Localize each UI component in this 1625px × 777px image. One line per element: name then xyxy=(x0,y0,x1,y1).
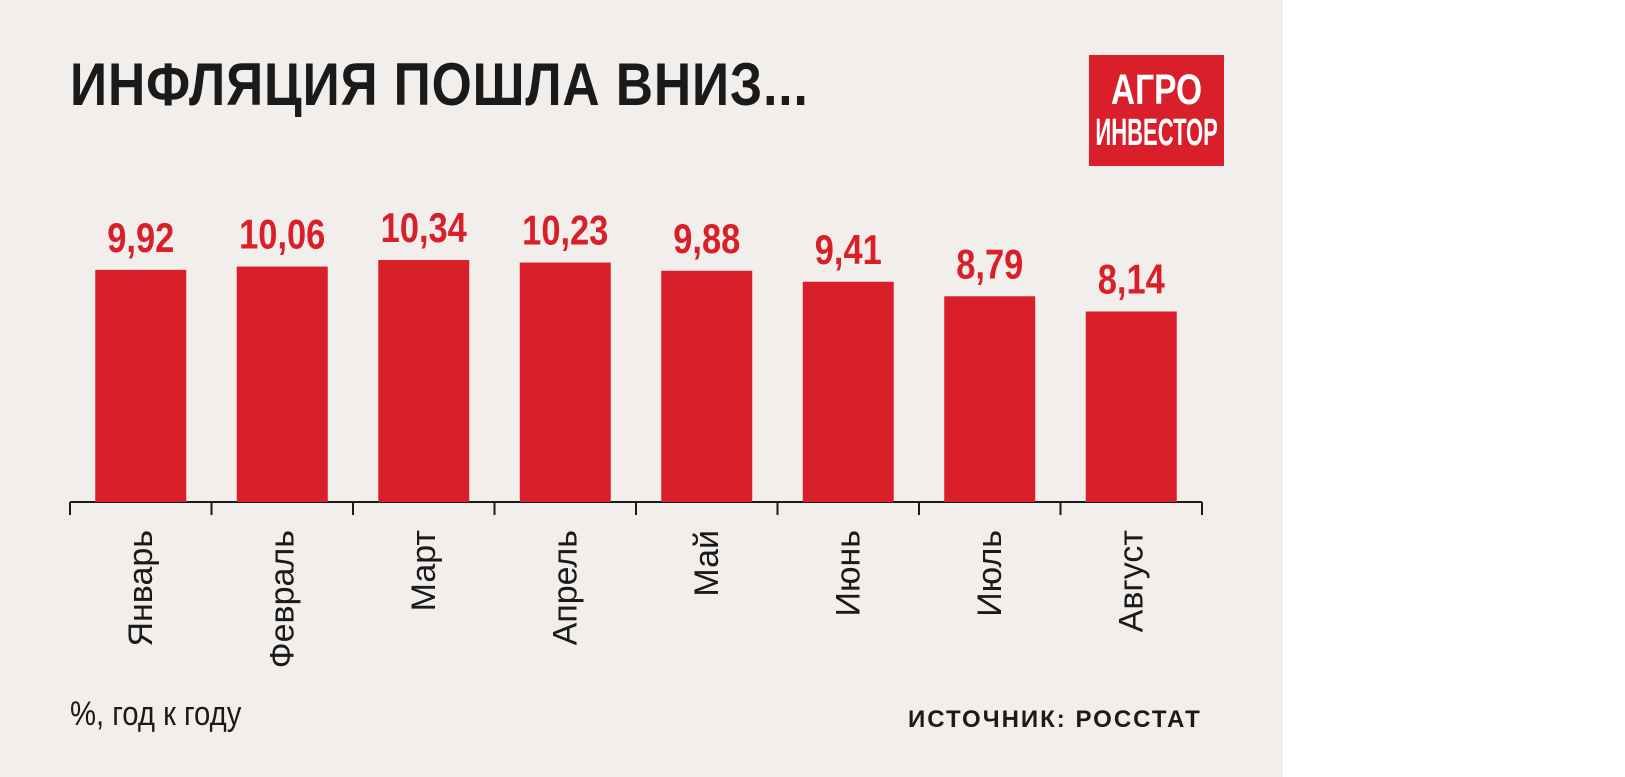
bar-value-label: 9,92 xyxy=(107,215,174,262)
bar-value-label: 9,41 xyxy=(815,227,882,274)
bar-value-label: 9,88 xyxy=(673,216,740,263)
x-tick-label: Июнь xyxy=(829,530,867,616)
bar-value-label: 10,34 xyxy=(381,205,468,252)
source-note: ИСТОЧНИК: РОССТАТ xyxy=(908,706,1202,733)
x-tick-label: Февраль xyxy=(263,530,301,668)
bar-value-label: 10,06 xyxy=(239,211,325,258)
x-tick-label: Апрель xyxy=(546,530,584,645)
unit-note: %, год к году xyxy=(70,695,242,733)
bar-value-label: 8,79 xyxy=(956,241,1023,288)
bar-2 xyxy=(236,266,328,502)
x-tick-label: Июль xyxy=(971,530,1009,617)
bar-4 xyxy=(519,262,611,502)
bar-8 xyxy=(1085,311,1177,502)
bar-3 xyxy=(378,260,470,502)
logo-line-1: АГРО xyxy=(1110,65,1203,114)
chart-title: ИНФЛЯЦИЯ ПОШЛА ВНИЗ... xyxy=(70,51,809,118)
chart-panel xyxy=(0,0,1283,777)
bar-value-label: 8,14 xyxy=(1098,256,1166,303)
bar-5 xyxy=(661,270,753,502)
bar-chart: 9,92 Январь 10,06 Февраль 10,34 Март 10,23 Апре… xyxy=(69,205,1203,668)
bar-value-label: 10,23 xyxy=(522,207,608,254)
x-tick-label: Май xyxy=(688,530,726,597)
bar-6 xyxy=(802,281,894,502)
bar-1 xyxy=(95,269,187,502)
logo-line-2: ИНВЕСТОР xyxy=(1095,111,1218,154)
bar-7 xyxy=(944,296,1036,502)
x-tick-label: Январь xyxy=(122,530,160,647)
agroinvestor-logo: АГРО ИНВЕСТОР xyxy=(1089,55,1224,166)
x-tick-label: Март xyxy=(405,530,443,611)
x-tick-label: Август xyxy=(1112,530,1150,632)
